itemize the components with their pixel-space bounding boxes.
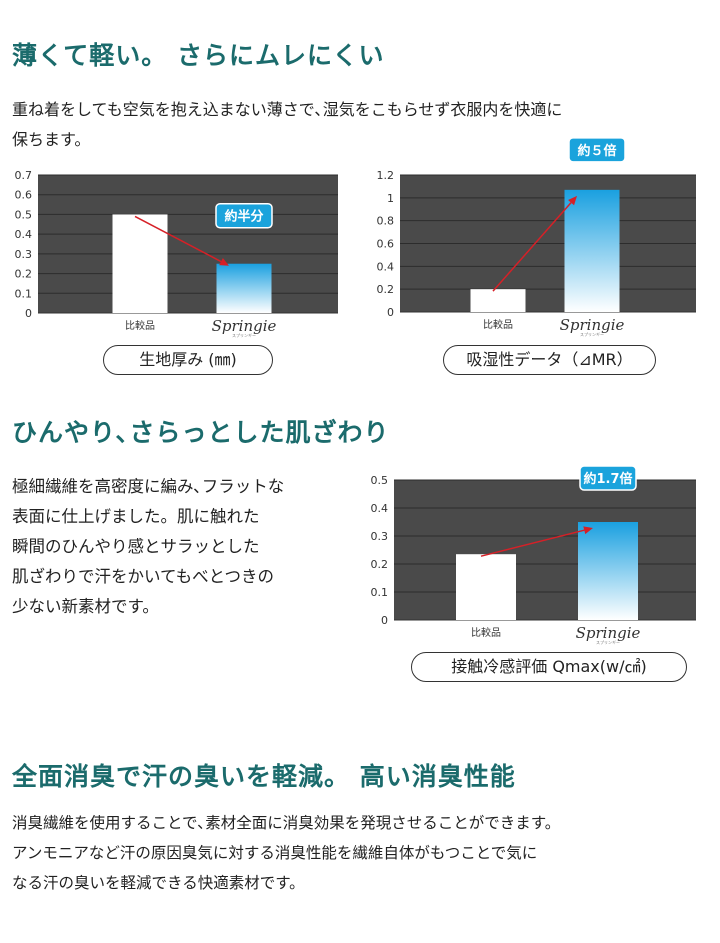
- arrow-line: [134, 215, 222, 263]
- y-tick-label: 0: [381, 614, 388, 627]
- section-heading-1: 薄くて軽い。 さらにムレにくい: [12, 41, 385, 70]
- body-line: 肌ざわりで汗をかいてもべとつきの: [12, 567, 275, 586]
- y-tick-label: 0.5: [371, 474, 389, 487]
- arrow-line: [492, 202, 572, 292]
- annotation-badge: [215, 202, 273, 229]
- section-heading-3: 全面消臭で汗の臭いを軽減。 高い消臭性能: [12, 762, 516, 791]
- y-tick-label: 0.4: [371, 502, 389, 515]
- y-tick-label: 0.2: [15, 268, 33, 281]
- chart-label-moisture: 吸湿性データ（⊿MR）: [443, 345, 656, 375]
- bar-springie: [564, 189, 620, 312]
- section-body-3: 消臭繊維を使用することで､素材全面に消臭効果を発現させることができます。 アンモ…: [12, 808, 560, 898]
- annotation-text: 約５倍: [577, 143, 616, 159]
- y-tick-label: 0.3: [15, 248, 33, 261]
- body-line: 極細繊維を高密度に編み､フラットな: [12, 477, 285, 496]
- springie-logo-sub: スプリンギー: [596, 639, 620, 645]
- body-line: アンモニアなど汗の原因臭気に対する消臭性能を繊維自体がもつことで気に: [12, 844, 538, 862]
- y-tick-label: 0.1: [371, 586, 389, 599]
- annotation-text: 約1.7倍: [583, 471, 632, 487]
- y-tick-label: 1.2: [377, 169, 395, 182]
- y-tick-label: 0.7: [15, 169, 33, 182]
- annotation-badge: [579, 465, 637, 491]
- section-heading-2: ひんやり､さらっとした肌ざわり: [12, 418, 390, 447]
- body-line: 保ちます。: [12, 130, 91, 149]
- arrow-head: [568, 195, 577, 206]
- x-tick-label: 比較品: [471, 626, 501, 639]
- y-tick-label: 0.4: [15, 228, 33, 241]
- moisture-chart: 0 0.2 0.4 0.6 0.8 1 1.2 比較品 Springie スプリンギー 約５倍: [370, 137, 700, 337]
- y-tick-label: 0.5: [15, 208, 33, 221]
- bar-comparison: [112, 214, 168, 313]
- springie-logo-sub: スプリンギー: [580, 331, 604, 337]
- body-line: 瞬間のひんやり感とサラッとした: [12, 537, 260, 556]
- bar-comparison: [456, 554, 516, 620]
- y-tick-label: 0.1: [15, 287, 33, 300]
- body-line: 表面に仕上げました。肌に触れた: [12, 507, 260, 526]
- plot-area: [394, 480, 696, 620]
- chart-label-thickness: 生地厚み (㎜): [103, 345, 273, 375]
- annotation-text: 約半分: [224, 209, 263, 225]
- y-tick-label: 1: [387, 192, 394, 205]
- y-tick-label: 0.2: [371, 558, 389, 571]
- y-tick-label: 0.8: [377, 215, 395, 228]
- springie-logo: Springie: [576, 624, 641, 642]
- body-line: 少ない新素材です。: [12, 597, 159, 616]
- cool-touch-chart: 0 0.1 0.2 0.3 0.4 0.5 比較品 Springie スプリンギー 約1.7倍: [360, 465, 700, 646]
- section-body-1: 重ね着をしても空気を抱え込まない薄さで､湿気をこもらせず衣服内を快適に 保ちます…: [12, 95, 562, 155]
- y-tick-label: 0.6: [377, 238, 395, 251]
- x-tick-label: 比較品: [125, 319, 155, 332]
- y-tick-label: 0.6: [15, 189, 33, 202]
- bar-comparison: [470, 289, 526, 312]
- chart-label-cool-touch: 接触冷感評価 Qmax(w/㎠): [411, 652, 687, 682]
- y-tick-label: 0.4: [377, 260, 395, 273]
- body-line: 重ね着をしても空気を抱え込まない薄さで､湿気をこもらせず衣服内を快適に: [12, 100, 563, 119]
- y-tick-label: 0: [25, 307, 32, 320]
- arrow-head: [583, 526, 593, 535]
- annotation-badge: [568, 137, 626, 163]
- body-line: 消臭繊維を使用することで､素材全面に消臭効果を発現させることができます。: [12, 814, 561, 832]
- springie-logo-sub: スプリンギー: [232, 332, 256, 338]
- arrow-head: [219, 257, 229, 266]
- y-tick-label: 0: [387, 306, 394, 319]
- arrow-line: [480, 529, 585, 557]
- bar-springie: [578, 522, 638, 620]
- y-tick-label: 0.2: [377, 283, 395, 296]
- y-tick-label: 0.3: [371, 530, 389, 543]
- x-tick-label: 比較品: [483, 318, 513, 331]
- springie-logo: Springie: [560, 316, 625, 334]
- bar-springie: [216, 263, 272, 313]
- thickness-chart: 0 0.1 0.2 0.3 0.4 0.5 0.6 0.7 比較品 Springie スプリンギー 約…: [10, 165, 340, 338]
- section-body-2: 極細繊維を高密度に編み､フラットな 表面に仕上げました。肌に触れた 瞬間のひんや…: [12, 472, 284, 622]
- springie-logo: Springie: [212, 317, 277, 335]
- body-line: なる汗の臭いを軽減できる快適素材です。: [12, 874, 305, 892]
